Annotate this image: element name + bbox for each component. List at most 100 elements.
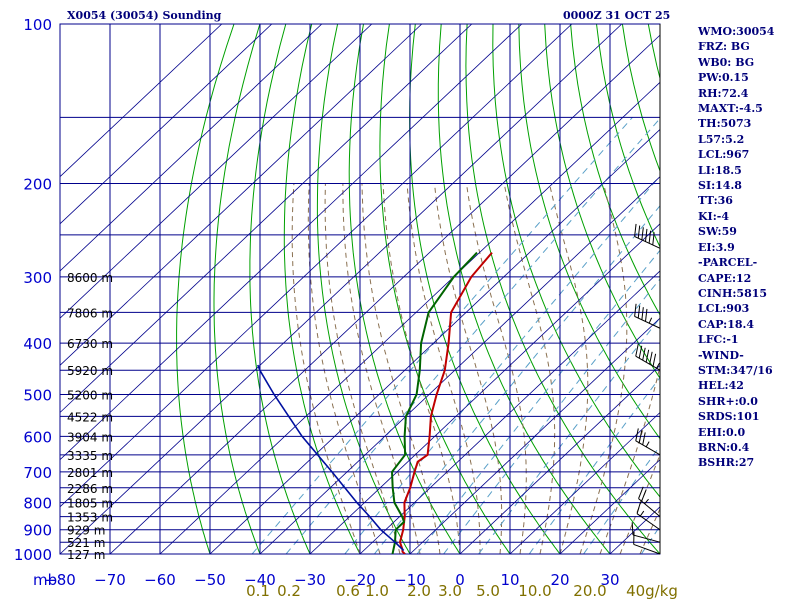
dry-adiabat [795,0,800,565]
temperature-tick-label: 30 [600,571,619,589]
wind-barb-flag [638,345,643,359]
isotherm [60,24,523,461]
height-label: 127 m [67,548,105,562]
height-label: 8600 m [67,271,113,285]
temperature-tick-label: −20 [344,571,376,589]
index-item: SRDS:101 [698,410,760,424]
stability-indices-panel: WMO:30054 FRZ: BG WB0: BG PW:0.15 RH:72.4 MAX… [698,24,774,471]
index-item: SHR+:0.0 [698,394,758,408]
height-labels: 8600 m 7806 m 6730 m 5920 m 5200 m 4522 m 3904… [67,271,113,562]
isotherm [259,176,660,554]
mixing-ratio-label: 2.0 [407,582,431,600]
mixing-ratio-line [416,249,660,554]
mixing-ratio-label: 0.1 [246,582,270,600]
wind-barb-flag [631,522,634,535]
wind-barb-staff [634,236,661,249]
isotherm [459,364,660,554]
moist-adiabat [342,183,421,554]
temperature-tick-label: 0 [455,571,465,589]
isotherm [60,24,623,554]
index-item: HEL:42 [698,379,744,393]
index-item: FRZ: BG [698,40,750,54]
index-item: CINH:5815 [698,286,768,300]
moist-adiabat [639,507,660,554]
isotherm [60,24,373,319]
wind-barb [638,486,661,517]
height-label: 3335 m [67,449,113,463]
index-item: WB0: BG [698,55,755,69]
skewed-isotherms [60,24,660,554]
temperature-tick-label: −40 [244,571,276,589]
wind-barb-half-flag [656,362,660,369]
wind-barb-flag [652,353,657,367]
mixing-ratio-line [528,376,660,554]
temperature-tick-label: 20 [550,571,569,589]
wind-barb-flag [635,343,639,357]
mixing-ratio-line [344,175,660,554]
index-item: L57:5.2 [698,132,745,146]
height-label: 5920 m [67,364,113,378]
wind-barb [634,303,661,329]
index-item: RH:72.4 [698,86,749,100]
isotherm [359,270,660,554]
pressure-tick-label: 300 [23,269,52,287]
mixing-ratio-label: 40g/kg [626,582,678,600]
moist-adiabat [599,364,660,554]
pressure-axis-label: mb [33,571,57,589]
index-item: CAP:18.4 [698,317,755,331]
wind-barb-staff [636,513,661,531]
index-item: EI:3.9 [698,240,735,254]
wind-barb [635,428,661,456]
wind-barb [633,531,661,555]
mixing-ratio-label: 10.0 [518,582,551,600]
temperature-trace [398,251,493,554]
pressure-tick-label: 500 [23,386,52,404]
index-item: -WIND- [698,348,744,362]
index-item: TT:36 [698,194,733,208]
pressure-tick-label: 100 [23,16,52,34]
mixing-ratio-lines [251,116,660,554]
moist-adiabat [291,183,361,554]
wind-barb-staff [634,315,661,329]
wind-barb-flag [634,223,637,237]
wind-barb-flag [648,230,652,244]
wind-barb-half-flag [644,498,649,505]
wind-barb-staff [632,534,661,543]
index-item: EHI:0.0 [698,425,746,439]
isotherm [309,223,660,554]
isotherm [159,81,660,554]
index-item: WMO:30054 [698,25,775,38]
mixing-ratio-labels: 0.1 0.2 0.6 1.0 2.0 3.0 5.0 10.0 20.0 40g/kg [246,582,678,600]
pressure-tick-label: 200 [23,176,52,194]
wind-barb-flag [641,227,644,240]
mixing-ratio-line [251,116,633,554]
wind-barb-flag [645,349,650,363]
mixing-ratio-label: 20.0 [573,582,606,600]
isotherm [109,34,660,554]
wind-barb-flag [638,430,643,443]
wind-barb-flag [634,303,637,317]
temperature-tick-label: −60 [144,571,176,589]
mixing-ratio-label: 3.0 [438,582,462,600]
dewpoint-trace [390,251,478,554]
index-item: LI:18.5 [698,163,742,177]
wind-barb-flag [645,308,648,322]
height-label: 521 m [67,536,105,550]
index-item: PW:0.15 [698,71,749,85]
pressure-tick-label: 1000 [14,546,52,564]
isotherm [559,459,660,554]
height-label: 4522 m [67,410,113,424]
wind-barb-flag [642,432,646,445]
height-label: 2801 m [67,466,113,480]
wind-barb-staff [638,498,661,517]
wind-barb-flag [641,489,647,502]
isotherm [60,24,323,272]
temperature-tick-label: −70 [94,571,126,589]
wind-barb-staff [633,543,661,555]
index-item: SI:14.8 [698,179,742,193]
wind-barb-flag [635,428,639,441]
mixing-ratio-line [374,205,660,554]
wind-barb-flag [645,228,648,242]
isotherm [60,24,573,508]
dry-adiabat [770,0,800,565]
